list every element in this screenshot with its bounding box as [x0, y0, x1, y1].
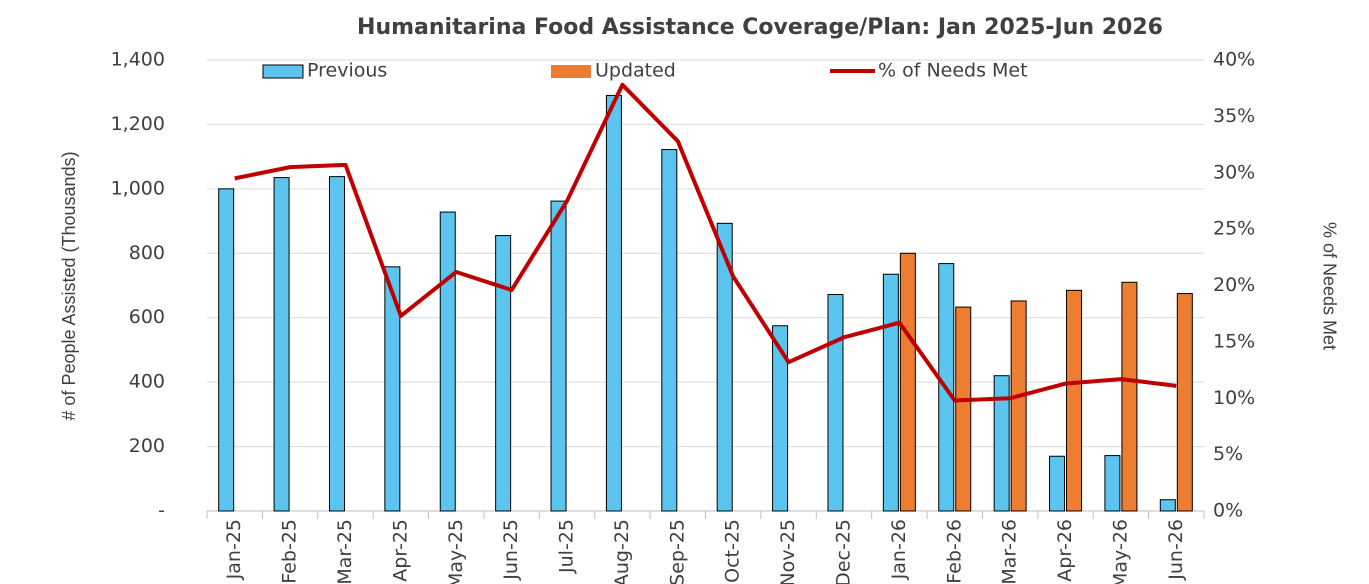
x-tick-label: Oct-25: [722, 519, 744, 583]
bar: [827, 294, 844, 512]
bar: [899, 252, 916, 512]
bar: [605, 94, 622, 512]
bar: [218, 188, 235, 512]
y2-tick-label: 35%: [1213, 105, 1255, 127]
x-tick-label: Feb-25: [279, 519, 301, 584]
y2-tick-label: 20%: [1213, 274, 1255, 296]
x-tick-label: Apr-25: [389, 519, 411, 582]
legend-label: Previous: [307, 60, 387, 82]
bar: [439, 211, 456, 512]
bar: [384, 266, 401, 512]
y-tick-label: 600: [129, 306, 165, 328]
bar: [550, 200, 567, 512]
x-tick-label: Mar-25: [334, 519, 356, 584]
y-tick-label: 1,200: [111, 113, 165, 135]
legend-label: % of Needs Met: [878, 60, 1028, 82]
bar: [993, 375, 1010, 512]
y2-tick-label: 10%: [1213, 387, 1255, 409]
y-tick-label: 400: [129, 371, 165, 393]
bar: [661, 149, 678, 512]
x-tick-label: Jun-26: [1165, 519, 1187, 581]
bar: [328, 176, 345, 512]
y-axis-label: # of People Assisted (Thousands): [59, 151, 79, 420]
x-tick-label: Nov-25: [777, 519, 799, 584]
y2-tick-label: 0%: [1213, 500, 1243, 522]
bar: [716, 222, 733, 512]
bar: [882, 273, 899, 512]
bar: [495, 235, 512, 512]
x-tick-label: Jan-26: [888, 519, 910, 580]
y2-tick-label: 15%: [1213, 330, 1255, 352]
bar: [1104, 455, 1121, 512]
x-tick-label: Apr-26: [1054, 519, 1076, 582]
x-tick-label: Dec-25: [832, 519, 854, 584]
legend-swatch: [262, 64, 304, 79]
x-tick-label: Jul-25: [556, 519, 578, 574]
y2-axis-label: % of Needs Met: [1319, 222, 1339, 350]
y2-tick-label: 5%: [1213, 443, 1243, 465]
y-tick-label: 800: [129, 242, 165, 264]
bar: [955, 306, 972, 512]
x-tick-label: Aug-25: [611, 519, 633, 584]
bar: [1010, 300, 1027, 512]
x-tick-label: May-25: [445, 519, 467, 584]
x-tick-label: Mar-26: [999, 519, 1021, 584]
chart-title: Humanitarina Food Assistance Coverage/Pl…: [357, 15, 1163, 40]
needs-line: [234, 82, 1177, 403]
x-tick-label: Sep-25: [666, 519, 688, 584]
y-tick-label: 200: [129, 435, 165, 457]
y2-tick-label: 25%: [1213, 218, 1255, 240]
y2-tick-label: 40%: [1213, 49, 1255, 71]
y-tick-label: 1,400: [111, 49, 165, 71]
bar: [273, 177, 290, 512]
bar: [1159, 499, 1176, 512]
bar: [1176, 293, 1193, 512]
bar: [1121, 281, 1138, 512]
x-tick-label: Feb-26: [943, 519, 965, 584]
y-tick-label: -: [158, 500, 165, 522]
legend-swatch: [551, 65, 591, 78]
bar: [772, 325, 789, 512]
x-tick-label: Jan-25: [223, 519, 245, 580]
y2-tick-label: 30%: [1213, 161, 1255, 183]
legend-label: Updated: [595, 60, 676, 82]
x-tick-label: May-26: [1109, 519, 1131, 584]
x-tick-label: Jun-25: [500, 519, 522, 581]
bar: [1049, 455, 1066, 512]
bar: [1066, 289, 1083, 512]
y-tick-label: 1,000: [111, 177, 165, 199]
